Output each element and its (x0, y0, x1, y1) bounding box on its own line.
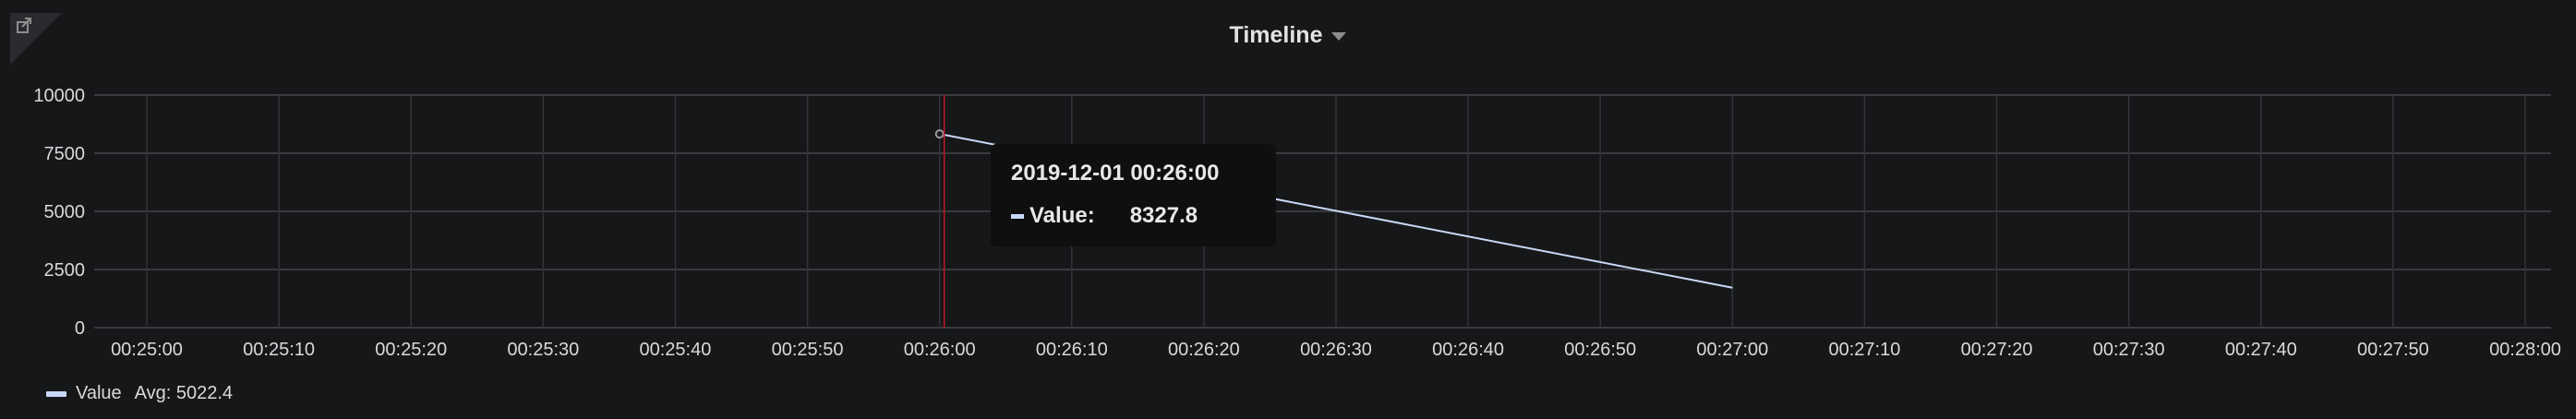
y-tick-label: 2500 (44, 260, 86, 281)
tooltip-value: 8327.8 (1129, 203, 1198, 228)
x-tick-label: 00:26:20 (1168, 340, 1240, 360)
x-tick-label: 00:27:10 (1829, 340, 1901, 360)
legend-avg: Avg: 5022.4 (134, 383, 234, 403)
legend-series-name[interactable]: Value (76, 383, 122, 403)
y-tick-label: 10000 (33, 86, 85, 106)
x-tick-label: 00:26:30 (1300, 340, 1372, 360)
panel-title[interactable]: Timeline (0, 22, 2576, 49)
x-tick-label: 00:27:40 (2225, 340, 2297, 360)
x-tick-label: 00:27:00 (1696, 340, 1768, 360)
tooltip-time: 2019-12-01 00:26:00 (1011, 161, 1220, 186)
x-tick-label: 00:25:20 (375, 340, 447, 360)
y-tick-label: 0 (75, 318, 85, 339)
caret-down-icon (1331, 31, 1347, 41)
panel-link-corner[interactable] (10, 13, 62, 65)
x-tick-label: 00:26:50 (1564, 340, 1636, 360)
x-tick-label: 00:25:40 (640, 340, 712, 360)
x-tick-label: 00:25:00 (111, 340, 183, 360)
series-swatch (1011, 213, 1024, 219)
x-tick-label: 00:28:00 (2489, 340, 2561, 360)
x-tick-label: 00:27:50 (2357, 340, 2429, 360)
x-tick-label: 00:25:50 (772, 340, 844, 360)
x-tick-label: 00:26:40 (1432, 340, 1504, 360)
legend-swatch[interactable] (46, 390, 66, 397)
hover-point-marker (934, 129, 945, 139)
y-tick-label: 7500 (44, 144, 86, 164)
y-tick-label: 5000 (44, 202, 86, 222)
x-tick-label: 00:25:30 (507, 340, 579, 360)
legend: Value Avg: 5022.4 (46, 383, 233, 404)
tooltip: 2019-12-01 00:26:00 Value: 8327.8 (991, 144, 1276, 246)
x-tick-label: 00:27:30 (2093, 340, 2165, 360)
tooltip-label: Value: (1029, 203, 1095, 228)
x-tick-label: 00:26:10 (1036, 340, 1108, 360)
external-link-icon (17, 18, 31, 33)
x-tick-label: 00:27:20 (1961, 340, 2033, 360)
x-tick-label: 00:26:00 (904, 340, 976, 360)
x-tick-label: 00:25:10 (243, 340, 315, 360)
